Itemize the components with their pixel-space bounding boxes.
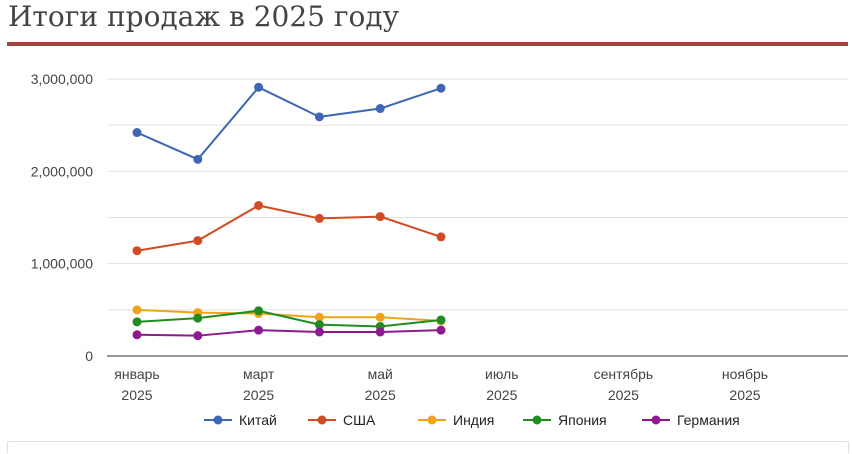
x-tick-label: май <box>368 366 393 382</box>
data-point <box>314 320 324 330</box>
data-point <box>254 306 264 316</box>
data-point <box>193 313 203 323</box>
series-line <box>136 309 442 328</box>
legend: Китай США Индия Япония Германия <box>204 412 740 428</box>
x-tick-year-label: 2025 <box>486 387 517 403</box>
legend-label: США <box>343 412 376 428</box>
legend-label: Япония <box>558 412 607 428</box>
data-point <box>254 82 264 92</box>
legend-marker <box>427 415 437 425</box>
data-point <box>254 325 264 335</box>
x-tick-label: ноябрь <box>722 366 768 382</box>
title-underline <box>7 42 848 46</box>
y-axis: 0 1,000,000 2,000,000 3,000,000 <box>31 71 94 364</box>
chart-title: Итоги продаж в 2025 году <box>8 0 400 33</box>
x-tick-year-label: 2025 <box>365 387 396 403</box>
bottom-panel <box>7 441 849 454</box>
data-point <box>436 232 446 242</box>
data-point <box>375 312 385 322</box>
series-line <box>136 204 442 252</box>
data-point <box>436 315 446 325</box>
data-point <box>314 213 324 223</box>
data-point <box>193 236 203 246</box>
series-line <box>136 329 442 337</box>
gridlines <box>107 78 848 357</box>
series-lines <box>136 86 442 337</box>
legend-label: Китай <box>239 412 277 428</box>
data-point <box>436 83 446 93</box>
series-line <box>136 86 442 161</box>
x-tick-year-label: 2025 <box>121 387 152 403</box>
legend-marker <box>213 415 223 425</box>
y-tick-label: 1,000,000 <box>31 256 93 272</box>
data-point <box>314 312 324 322</box>
data-point <box>132 317 142 327</box>
series-line <box>136 308 442 322</box>
data-point <box>375 212 385 222</box>
data-point <box>254 200 264 210</box>
x-tick-label: март <box>243 366 275 382</box>
x-axis: январь 2025 март 2025 май 2025 июль 2025 сентябр… <box>114 366 768 403</box>
legend-marker <box>317 415 327 425</box>
data-point <box>314 112 324 122</box>
x-tick-year-label: 2025 <box>608 387 639 403</box>
data-point <box>132 128 142 138</box>
data-point <box>193 331 203 341</box>
data-point <box>132 305 142 315</box>
legend-marker <box>651 415 661 425</box>
legend-marker <box>532 415 542 425</box>
y-tick-label: 2,000,000 <box>31 163 93 179</box>
legend-label: Индия <box>453 412 494 428</box>
series-points <box>132 82 446 341</box>
data-point <box>132 246 142 256</box>
y-tick-label: 0 <box>85 348 93 364</box>
data-point <box>193 154 203 164</box>
data-point <box>375 327 385 337</box>
x-tick-label: январь <box>114 366 159 382</box>
x-tick-year-label: 2025 <box>729 387 760 403</box>
data-point <box>436 325 446 335</box>
data-point <box>314 327 324 337</box>
x-tick-year-label: 2025 <box>243 387 274 403</box>
legend-label: Германия <box>677 412 740 428</box>
x-tick-label: сентябрь <box>594 366 654 382</box>
y-tick-label: 3,000,000 <box>31 71 93 87</box>
data-point <box>375 104 385 114</box>
data-point <box>132 330 142 340</box>
x-tick-label: июль <box>485 366 518 382</box>
